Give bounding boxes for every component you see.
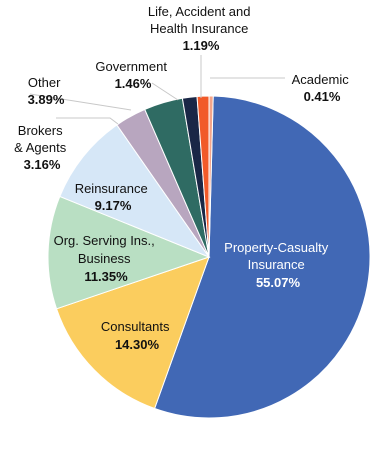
slice-label-property-casualty: Property-Casualty Insurance 55.07%	[224, 240, 332, 290]
pie-slice-org-serving-ins-business	[47, 195, 211, 310]
leader-line-government	[151, 82, 179, 101]
pie-slice-consultants	[55, 256, 210, 410]
slice-label-academic: Academic 0.41%	[292, 72, 353, 104]
slice-label-government: Government 1.46%	[95, 59, 170, 91]
leader-line-brokers-agents	[56, 117, 119, 125]
slice-label-consultants: Consultants 14.30%	[101, 319, 173, 352]
slice-label-brokers-agents: Brokers & Agents 3.16%	[14, 123, 70, 172]
slice-label-life-accident-health: Life, Accident and Health Insurance 1.19…	[148, 4, 254, 53]
leader-line-other	[29, 93, 132, 111]
slice-label-other: Other 3.89%	[28, 75, 65, 107]
pie-slice-reinsurance	[59, 124, 211, 259]
slice-label-org-serving: Org. Serving Ins., Business 11.35%	[54, 233, 159, 284]
pie-slice-academic	[208, 95, 214, 258]
slice-label-reinsurance: Reinsurance 9.17%	[75, 181, 152, 213]
pie-slice-property-casualty-insurance	[153, 95, 371, 419]
